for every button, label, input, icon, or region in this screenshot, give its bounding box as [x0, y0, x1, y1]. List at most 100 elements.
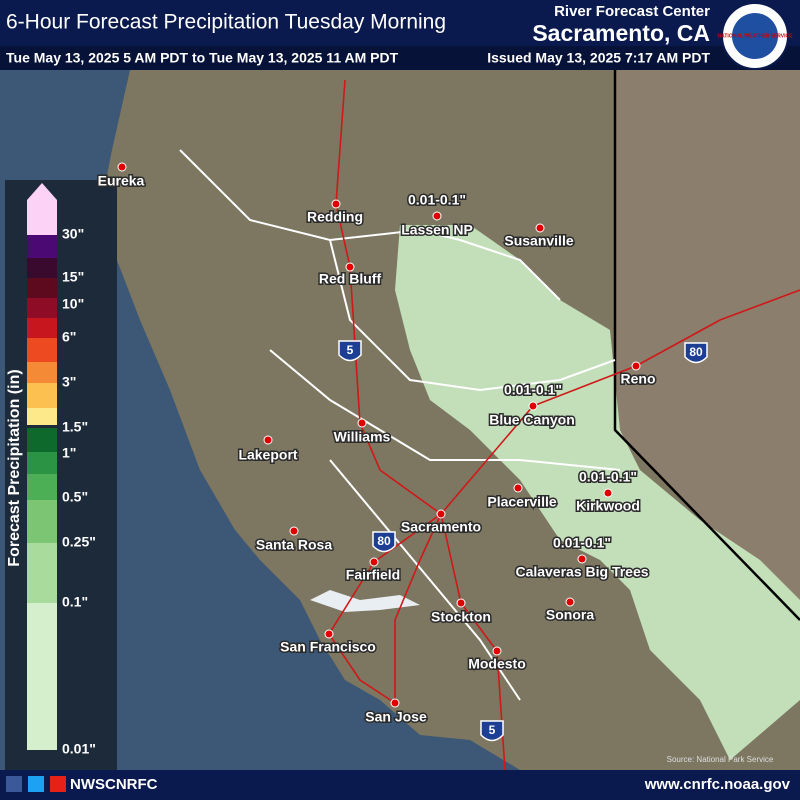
- facebook-icon[interactable]: [6, 776, 22, 792]
- youtube-icon[interactable]: [50, 776, 66, 792]
- legend-label: 10": [62, 296, 84, 312]
- legend-band: [27, 543, 57, 603]
- nws-logo-inner: [732, 13, 778, 59]
- legend-band: [27, 235, 57, 258]
- legend-title: Forecast Precipitation (in): [6, 369, 23, 566]
- city-label: Modesto: [468, 656, 526, 672]
- interstate-shield: [480, 720, 504, 742]
- city-label: Red Bluff: [319, 271, 382, 287]
- title-bar: [0, 0, 800, 46]
- city-label: Redding: [307, 209, 363, 225]
- legend-label: 6": [62, 329, 76, 345]
- interstate-number: 5: [347, 343, 354, 357]
- city-label: Reno: [621, 371, 656, 387]
- legend-label: 3": [62, 374, 76, 390]
- interstate-shield: [684, 342, 708, 364]
- city-dot: [289, 526, 299, 536]
- city-dot: [432, 211, 442, 221]
- city-dot: [603, 488, 613, 498]
- city-label: Blue Canyon: [489, 412, 575, 428]
- legend-band: [27, 362, 57, 383]
- legend-band: [27, 258, 57, 278]
- valid-period: Tue May 13, 2025 5 AM PDT to Tue May 13,…: [6, 50, 399, 66]
- nws-logo-text: NATIONAL WEATHER SERVICE: [718, 33, 794, 39]
- precip-area: [395, 225, 800, 760]
- interstate-number: 80: [377, 534, 391, 548]
- title: 6-Hour Forecast Precipitation Tuesday Mo…: [6, 11, 446, 34]
- interstate-shield: [372, 531, 396, 553]
- city-label: Lassen NP: [401, 222, 473, 238]
- legend-band: [27, 338, 57, 362]
- issued: Issued May 13, 2025 7:17 AM PDT: [487, 50, 710, 66]
- office: Sacramento, CA: [532, 20, 710, 46]
- city-dot: [369, 557, 379, 567]
- city-label: Fairfield: [346, 567, 400, 583]
- legend-band: [27, 298, 57, 318]
- footer-handle[interactable]: NWSCNRFC: [70, 776, 158, 793]
- footer-bar: [0, 770, 800, 800]
- interstate-shield: [338, 340, 362, 362]
- city-dot: [436, 509, 446, 519]
- legend-label: 15": [62, 269, 84, 285]
- city-label: Lakeport: [238, 447, 297, 463]
- legend-label: 1.5": [62, 419, 88, 435]
- city-dot: [117, 162, 127, 172]
- interstate-number: 5: [489, 723, 496, 737]
- legend-band: [27, 474, 57, 500]
- city-label: Sonora: [546, 607, 594, 623]
- legend-box: [5, 180, 117, 770]
- city-dot: [535, 223, 545, 233]
- city-dot: [357, 418, 367, 428]
- city-dot: [263, 435, 273, 445]
- center: River Forecast Center: [554, 3, 710, 20]
- precip-annotation: 0.01-0.1": [579, 469, 637, 485]
- legend-band: [27, 318, 57, 338]
- city-label: Calaveras Big Trees: [515, 564, 648, 580]
- city-label: Stockton: [431, 609, 491, 625]
- city-label: San Francisco: [280, 639, 376, 655]
- city-dot: [565, 597, 575, 607]
- subtitle-bar: [0, 46, 800, 70]
- legend: 30" 15" 10" 6" 3" 1.5" 1" 0.5" 0.25" 0.1" 0.01": [27, 183, 96, 757]
- footer-url[interactable]: www.cnrfc.noaa.gov: [644, 776, 791, 793]
- city-dot: [345, 262, 355, 272]
- precip-annotation: 0.01-0.1": [553, 535, 611, 551]
- city-label: Eureka: [98, 173, 145, 189]
- city-label: Placerville: [487, 494, 556, 510]
- city-label: Sacramento: [401, 519, 481, 535]
- county-lines: [179, 70, 800, 701]
- city-dot: [324, 629, 334, 639]
- map-items: Eureka Redding Lassen NP Susanville Red Bluf…: [96, 162, 708, 742]
- city-label: San Jose: [365, 709, 427, 725]
- legend-label: 0.01": [62, 741, 96, 757]
- legend-band: [27, 408, 57, 425]
- city-dot: [577, 554, 587, 564]
- city-label: Williams: [334, 429, 391, 445]
- city-dot: [456, 598, 466, 608]
- city-dot: [390, 698, 400, 708]
- precip-annotation: 0.01-0.1": [408, 192, 466, 208]
- legend-band: [27, 500, 57, 543]
- legend-band: [27, 428, 57, 452]
- city-dot: [631, 361, 641, 371]
- city-dot: [331, 199, 341, 209]
- legend-band: [27, 278, 57, 298]
- legend-label: 0.25": [62, 534, 96, 550]
- legend-label: 0.5": [62, 489, 88, 505]
- precip-annotation: 0.01-0.1": [504, 382, 562, 398]
- city-dot: [492, 646, 502, 656]
- legend-label: 30": [62, 226, 84, 242]
- legend-band: [27, 603, 57, 750]
- city-label: Susanville: [504, 233, 573, 249]
- city-dot: [513, 483, 523, 493]
- legend-band: [27, 452, 57, 474]
- legend-arrow: [27, 183, 57, 235]
- bay: [310, 590, 420, 612]
- legend-label: 0.1": [62, 594, 88, 610]
- legend-band: [27, 383, 57, 408]
- legend-label: 1": [62, 445, 76, 461]
- city-label: Kirkwood: [576, 498, 640, 514]
- source: Source: National Park Service: [667, 755, 774, 764]
- twitter-icon[interactable]: [28, 776, 44, 792]
